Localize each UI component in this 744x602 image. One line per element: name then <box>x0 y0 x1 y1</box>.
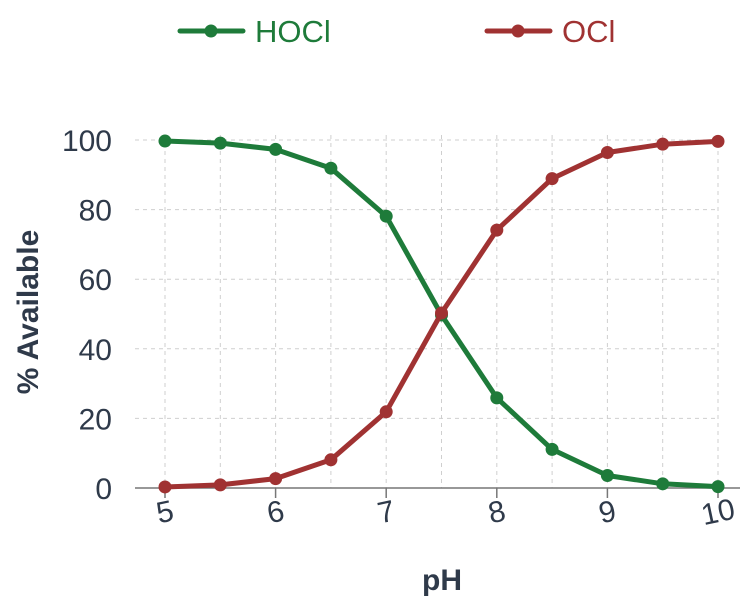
data-point-ocl <box>158 480 172 494</box>
legend-marker-ocl <box>511 24 525 38</box>
y-tick-label: 80 <box>79 195 112 228</box>
legend-label-hocl: HOCl <box>255 14 331 49</box>
legend-marker-hocl <box>204 24 218 38</box>
legend-item-ocl: OCl <box>484 14 615 49</box>
series <box>158 134 725 494</box>
grid-lines <box>135 135 719 488</box>
x-tick-label: 9 <box>596 495 619 531</box>
x-tick-labels: 5 6 7 8 9 10 <box>154 493 738 532</box>
data-point-hocl <box>269 142 283 156</box>
data-point-ocl <box>490 223 504 237</box>
data-point-ocl <box>545 172 559 186</box>
data-point-hocl <box>490 391 504 405</box>
x-tick-label: 6 <box>264 495 287 531</box>
data-point-ocl <box>213 478 227 492</box>
data-point-hocl <box>545 442 559 456</box>
y-tick-label: 20 <box>79 403 112 436</box>
y-tick-label: 60 <box>79 264 112 297</box>
y-axis-title: % Available <box>12 230 45 395</box>
y-tick-labels: 0 20 40 60 80 100 <box>62 125 112 506</box>
x-tick-label: 10 <box>698 493 738 532</box>
data-point-ocl <box>379 405 393 419</box>
data-point-hocl <box>324 161 338 175</box>
legend-label-ocl: OCl <box>562 14 615 49</box>
x-tick-label: 7 <box>375 495 398 531</box>
axes <box>135 487 740 498</box>
data-point-ocl <box>656 137 670 151</box>
x-tick-label: 8 <box>485 495 508 531</box>
data-point-ocl <box>435 306 448 320</box>
data-point-hocl <box>600 468 614 482</box>
y-tick-label: 40 <box>79 334 112 367</box>
data-point-hocl <box>213 136 227 150</box>
data-point-ocl <box>324 453 338 467</box>
legend-item-hocl: HOCl <box>177 14 331 49</box>
legend: HOCl OCl <box>177 14 615 49</box>
data-point-hocl <box>379 209 393 223</box>
y-tick-label: 0 <box>95 473 112 506</box>
data-point-hocl <box>711 480 725 494</box>
data-point-ocl <box>269 472 283 486</box>
x-axis-title: pH <box>422 564 462 597</box>
data-point-hocl <box>656 477 670 491</box>
y-tick-label: 100 <box>62 125 112 158</box>
x-tick-label: 5 <box>154 495 177 531</box>
data-point-ocl <box>711 134 725 148</box>
data-point-hocl <box>158 134 172 148</box>
data-point-ocl <box>600 146 614 160</box>
